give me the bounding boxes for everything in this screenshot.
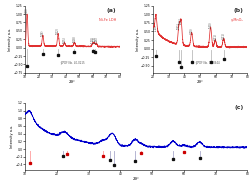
Text: (012): (012) xyxy=(56,27,60,34)
Text: (006): (006) xyxy=(41,29,45,36)
Text: Ni-Fe LDH: Ni-Fe LDH xyxy=(99,18,116,22)
Text: (110): (110) xyxy=(91,37,95,43)
Text: (113): (113) xyxy=(92,36,96,43)
Text: (015): (015) xyxy=(62,36,66,43)
Text: (031): (031) xyxy=(177,22,181,29)
Text: γ-MnO₂: γ-MnO₂ xyxy=(231,18,244,22)
Text: JCPDF No. 14-0644: JCPDF No. 14-0644 xyxy=(196,61,220,65)
X-axis label: 2θ°: 2θ° xyxy=(133,177,140,181)
Text: (018): (018) xyxy=(72,36,76,42)
Text: (003): (003) xyxy=(25,8,29,14)
Text: (a): (a) xyxy=(106,8,116,13)
Text: (c): (c) xyxy=(235,105,244,110)
Text: (421): (421) xyxy=(222,32,226,39)
Text: JCPDF No. 40-0215: JCPDF No. 40-0215 xyxy=(60,61,85,65)
Y-axis label: Intensity a.u.: Intensity a.u. xyxy=(10,125,14,148)
Y-axis label: Intensity a.u.: Intensity a.u. xyxy=(136,28,140,51)
Text: (116): (116) xyxy=(94,37,98,43)
Text: (b): (b) xyxy=(234,8,244,13)
Y-axis label: Intensity a.u.: Intensity a.u. xyxy=(8,28,12,51)
Text: (160): (160) xyxy=(208,21,212,28)
Text: (421): (421) xyxy=(213,34,217,40)
Text: (300): (300) xyxy=(190,27,194,34)
X-axis label: 2θ°: 2θ° xyxy=(197,80,203,84)
Text: (120): (120) xyxy=(154,25,158,31)
Text: (031): (031) xyxy=(179,17,183,24)
X-axis label: 2θ°: 2θ° xyxy=(69,80,76,84)
